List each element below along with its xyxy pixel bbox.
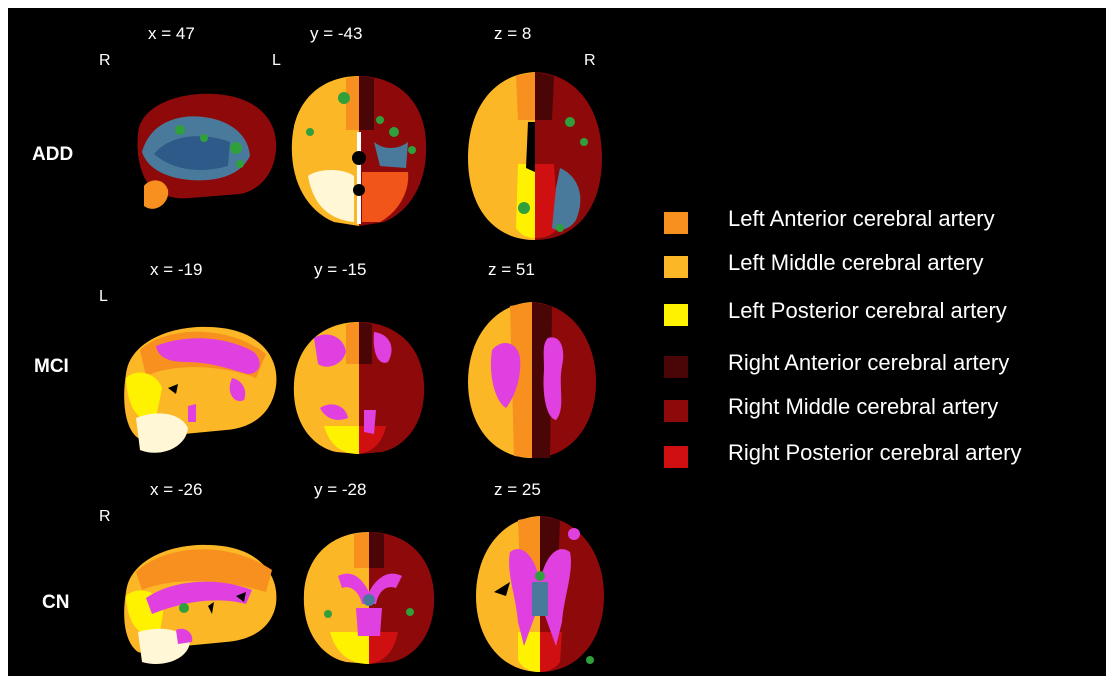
legend-swatch-right-anterior <box>664 356 688 378</box>
coord-label-mci-coronal: y = -15 <box>314 260 367 279</box>
coord-label-add-coronal: y = -43 <box>310 24 363 43</box>
brain-slice-mci-sagittal <box>116 318 284 460</box>
group-label-cn: CN <box>42 592 70 613</box>
coord-label-add-axial: z = 8 <box>494 24 532 43</box>
coord-label-cn-sagittal: x = -26 <box>150 480 203 499</box>
coord-label-cn-coronal: y = -28 <box>314 480 367 499</box>
legend-swatch-left-anterior <box>664 212 688 234</box>
legend-swatch-left-middle <box>664 256 688 278</box>
legend-label-right-middle: Right Middle cerebral artery <box>728 394 999 419</box>
orientation-label-add-sagittal: R <box>99 52 111 69</box>
brain-slice-mci-coronal <box>284 318 434 458</box>
legend: Left Anterior cerebral artery Left Middl… <box>656 206 1096 476</box>
brain-slice-add-coronal <box>284 72 434 232</box>
legend-label-left-anterior: Left Anterior cerebral artery <box>728 206 995 231</box>
legend-label-right-anterior: Right Anterior cerebral artery <box>728 350 1010 375</box>
brain-slice-mci-axial <box>462 298 602 462</box>
orientation-label-add-coronal: L <box>272 52 281 69</box>
legend-swatch-left-posterior <box>664 304 688 326</box>
legend-swatch-right-middle <box>664 400 688 422</box>
legend-label-right-posterior: Right Posterior cerebral artery <box>728 440 1022 465</box>
brain-slice-add-sagittal <box>120 82 280 222</box>
coord-label-cn-axial: z = 25 <box>494 480 541 499</box>
coord-label-mci-axial: z = 51 <box>488 260 535 279</box>
brain-slice-cn-coronal <box>294 528 444 668</box>
legend-swatch-right-posterior <box>664 446 688 468</box>
group-label-add: ADD <box>32 144 74 165</box>
brain-slice-cn-sagittal <box>116 536 284 672</box>
orientation-label-add-axial: R <box>584 52 596 69</box>
legend-label-left-middle: Left Middle cerebral artery <box>728 250 984 275</box>
group-label-mci: MCI <box>34 356 69 377</box>
brain-slice-cn-axial <box>470 512 610 676</box>
legend-label-left-posterior: Left Posterior cerebral artery <box>728 298 1007 323</box>
brain-slice-add-axial <box>460 68 610 244</box>
figure-frame: x = 47 y = -43 z = 8 R L R ADD x = -19 y… <box>8 8 1106 676</box>
coord-label-mci-sagittal: x = -19 <box>150 260 203 279</box>
orientation-label-mci-sagittal: L <box>99 288 108 305</box>
coord-label-add-sagittal: x = 47 <box>148 24 195 43</box>
orientation-label-cn-sagittal: R <box>99 508 111 525</box>
